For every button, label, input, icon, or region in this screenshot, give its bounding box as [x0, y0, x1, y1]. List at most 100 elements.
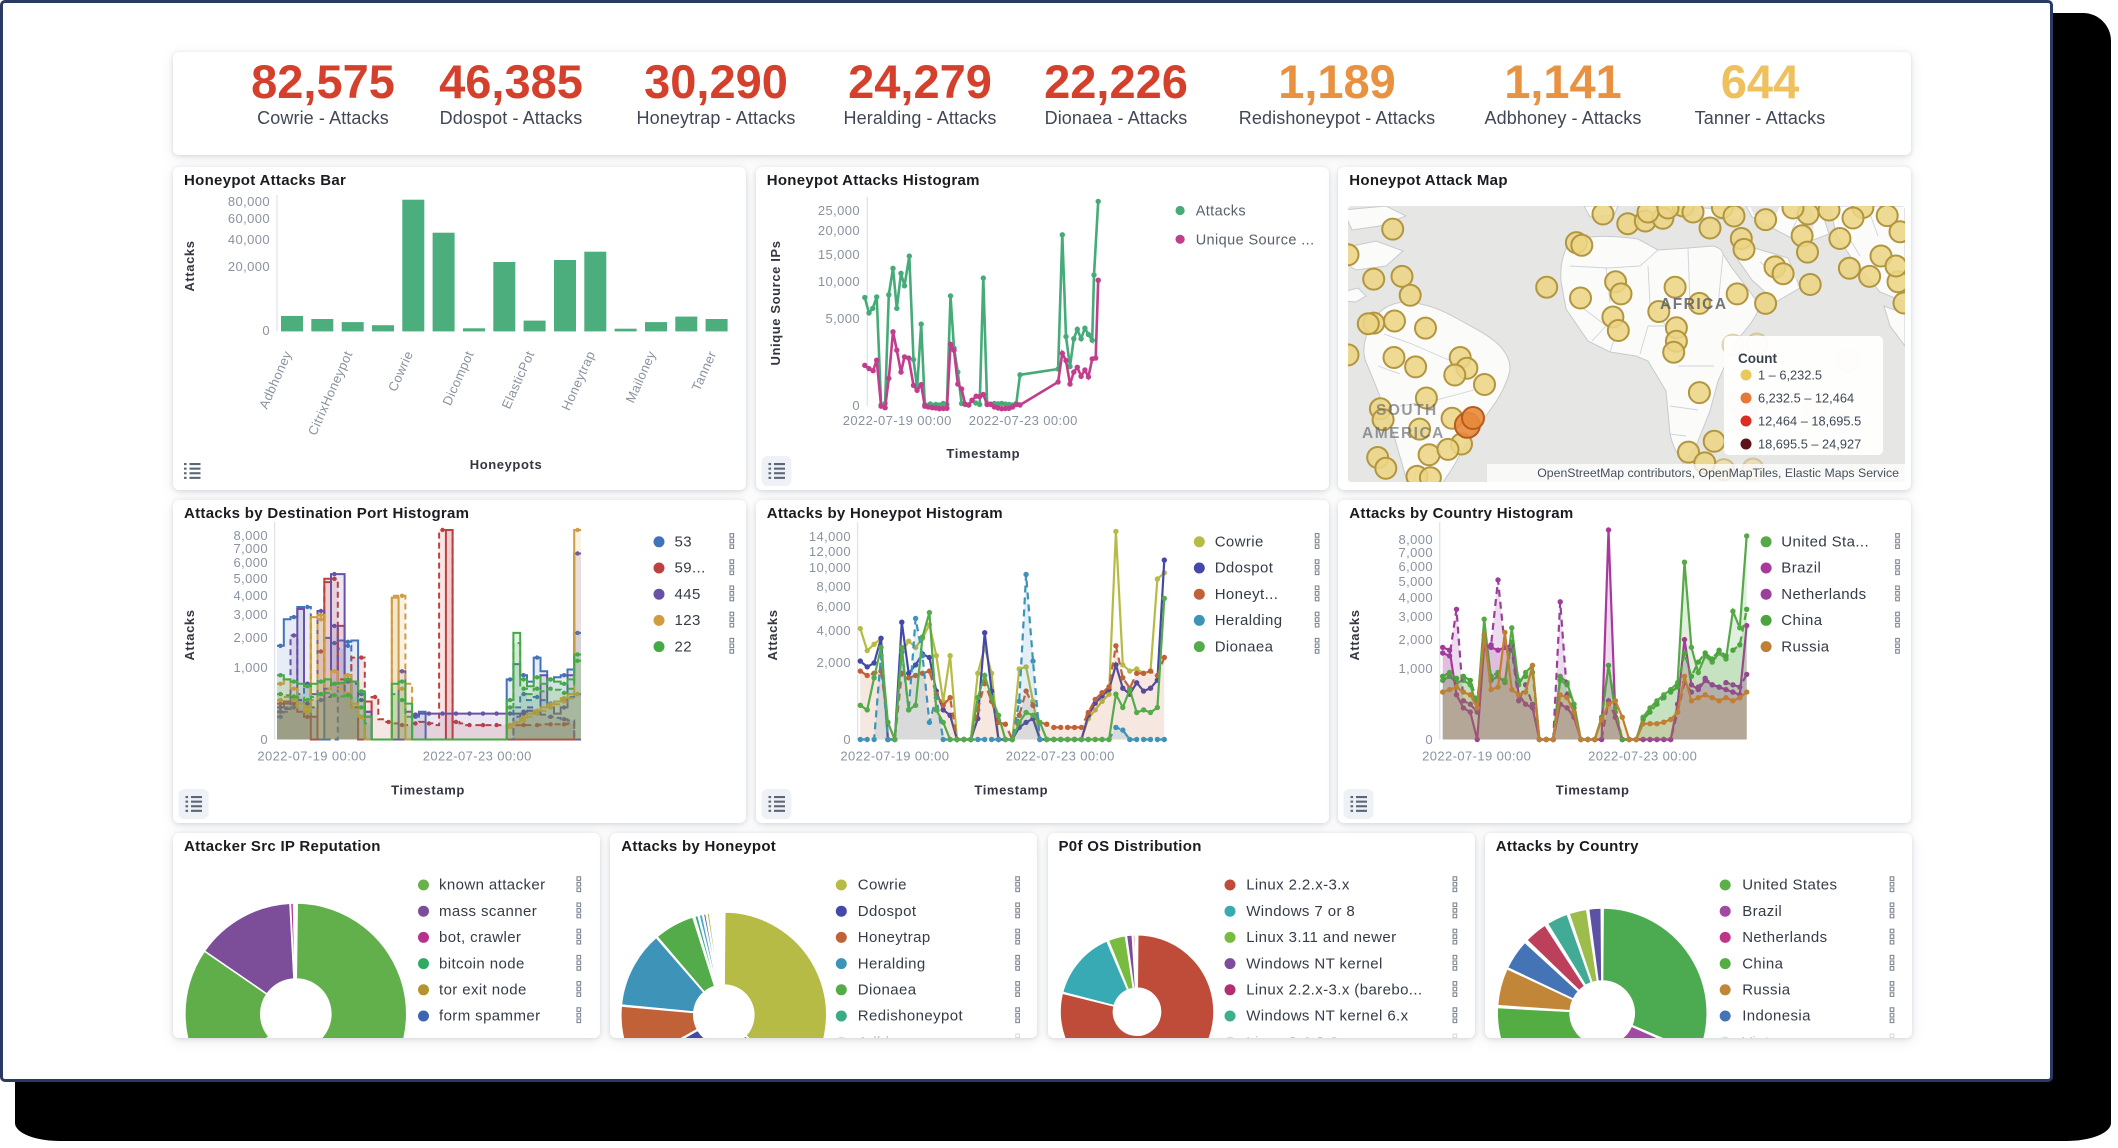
svg-text:Tanner: Tanner	[688, 348, 719, 393]
svg-text:6,000: 6,000	[1399, 559, 1434, 574]
svg-text:Netherlands: Netherlands	[1742, 929, 1827, 946]
svg-text:Attacks: Attacks	[182, 609, 197, 660]
svg-text:Attacks: Attacks	[182, 240, 197, 291]
svg-text:Unique Source IPs: Unique Source IPs	[768, 240, 783, 365]
svg-text:AMERICA: AMERICA	[1362, 425, 1445, 442]
svg-text:53: 53	[675, 534, 693, 551]
svg-text:8,000: 8,000	[233, 528, 268, 543]
svg-text:18,695.5 – 24,927: 18,695.5 – 24,927	[1758, 437, 1861, 452]
svg-text:Cowrie: Cowrie	[385, 349, 416, 394]
svg-text:Dicompot: Dicompot	[439, 349, 476, 408]
svg-text:bot, crawler: bot, crawler	[439, 929, 521, 946]
svg-text:Adbhoney: Adbhoney	[858, 1034, 929, 1038]
svg-text:1,000: 1,000	[233, 660, 268, 675]
svg-text:15,000: 15,000	[818, 247, 860, 262]
svg-text:10,000: 10,000	[809, 560, 851, 575]
svg-text:2022-07-19 00:00: 2022-07-19 00:00	[1422, 749, 1531, 764]
svg-text:445: 445	[675, 586, 701, 603]
svg-text:2022-07-23 00:00: 2022-07-23 00:00	[968, 413, 1077, 428]
svg-text:2,000: 2,000	[233, 630, 268, 645]
svg-text:Dionaea: Dionaea	[1214, 638, 1273, 655]
svg-text:OpenStreetMap contributors, Op: OpenStreetMap contributors, OpenMapTiles…	[1537, 466, 1899, 480]
svg-text:Honeytrap: Honeytrap	[858, 929, 931, 946]
svg-text:Indonesia: Indonesia	[1742, 1008, 1811, 1025]
svg-text:bitcoin node: bitcoin node	[439, 955, 525, 972]
svg-text:United States: United States	[1742, 877, 1837, 894]
svg-text:0: 0	[852, 398, 860, 413]
svg-text:Count: Count	[1738, 351, 1777, 366]
svg-text:Timestamp: Timestamp	[1556, 783, 1630, 798]
svg-text:Linux 2.4-2.6: Linux 2.4-2.6	[1246, 1034, 1338, 1038]
svg-text:7,000: 7,000	[1399, 545, 1434, 560]
svg-text:Heralding: Heralding	[858, 955, 926, 972]
svg-text:12,000: 12,000	[809, 544, 851, 559]
svg-text:2022-07-23 00:00: 2022-07-23 00:00	[1588, 749, 1697, 764]
svg-text:60,000: 60,000	[228, 211, 270, 226]
svg-text:Attacks: Attacks	[765, 609, 780, 660]
svg-text:2,000: 2,000	[1399, 632, 1434, 647]
svg-text:6,000: 6,000	[816, 599, 851, 614]
svg-text:5,000: 5,000	[825, 311, 860, 326]
svg-text:80,000: 80,000	[228, 194, 270, 209]
svg-text:Adbhoney: Adbhoney	[256, 348, 295, 411]
svg-text:Windows NT kernel: Windows NT kernel	[1246, 955, 1383, 972]
svg-text:Mailoney: Mailoney	[623, 348, 659, 405]
svg-text:Linux 2.2.x-3.x: Linux 2.2.x-3.x	[1246, 877, 1350, 894]
svg-text:2022-07-23 00:00: 2022-07-23 00:00	[1005, 749, 1114, 764]
svg-text:5,000: 5,000	[1399, 574, 1434, 589]
svg-text:form spammer: form spammer	[439, 1008, 540, 1025]
svg-text:25,000: 25,000	[818, 203, 860, 218]
svg-text:SOUTH: SOUTH	[1376, 402, 1438, 419]
svg-text:6,232.5 – 12,464: 6,232.5 – 12,464	[1758, 391, 1854, 406]
svg-text:8,000: 8,000	[1399, 532, 1434, 547]
svg-text:Windows NT kernel 6.x: Windows NT kernel 6.x	[1246, 1008, 1408, 1025]
svg-text:Honeyt...: Honeyt...	[1214, 586, 1278, 603]
svg-text:1 – 6,232.5: 1 – 6,232.5	[1758, 368, 1822, 383]
svg-text:ElasticPot: ElasticPot	[498, 349, 537, 412]
svg-text:Timestamp: Timestamp	[974, 783, 1048, 798]
svg-text:59...: 59...	[675, 560, 706, 577]
svg-text:0: 0	[1426, 732, 1434, 747]
svg-text:China: China	[1742, 955, 1783, 972]
svg-text:Netherlands: Netherlands	[1782, 586, 1867, 603]
svg-text:2,000: 2,000	[816, 655, 851, 670]
svg-text:2022-07-19 00:00: 2022-07-19 00:00	[257, 749, 366, 764]
svg-text:12,464 – 18,695.5: 12,464 – 18,695.5	[1758, 414, 1861, 429]
svg-text:Brazil: Brazil	[1742, 903, 1782, 920]
svg-text:123: 123	[675, 612, 701, 629]
svg-text:Heralding: Heralding	[1214, 612, 1282, 629]
svg-text:Redishoneypot: Redishoneypot	[858, 1008, 964, 1025]
svg-text:22: 22	[675, 638, 693, 655]
svg-text:14,000: 14,000	[809, 529, 851, 544]
svg-text:Linux 3.11 and newer: Linux 3.11 and newer	[1246, 929, 1396, 946]
svg-text:Timestamp: Timestamp	[391, 783, 465, 798]
svg-text:Ddospot: Ddospot	[858, 903, 917, 920]
svg-text:Cowrie: Cowrie	[858, 877, 907, 894]
svg-text:AFRICA: AFRICA	[1660, 296, 1728, 313]
svg-text:mass scanner: mass scanner	[439, 903, 537, 920]
svg-text:Russia: Russia	[1782, 638, 1831, 655]
svg-text:Unique Source ...: Unique Source ...	[1195, 232, 1314, 248]
svg-text:Attacks: Attacks	[1347, 609, 1362, 660]
svg-text:6,000: 6,000	[233, 555, 268, 570]
svg-text:10,000: 10,000	[818, 274, 860, 289]
svg-text:4,000: 4,000	[233, 588, 268, 603]
svg-text:0: 0	[843, 732, 851, 747]
svg-text:Brazil: Brazil	[1782, 560, 1822, 577]
svg-text:1,000: 1,000	[1399, 661, 1434, 676]
svg-text:Windows 7 or 8: Windows 7 or 8	[1246, 903, 1355, 920]
svg-text:tor exit node: tor exit node	[439, 982, 527, 999]
svg-text:China: China	[1782, 612, 1823, 629]
svg-text:Vietnam: Vietnam	[1742, 1034, 1800, 1038]
svg-text:Honeypots: Honeypots	[470, 457, 543, 472]
svg-text:4,000: 4,000	[816, 623, 851, 638]
svg-text:0: 0	[260, 732, 268, 747]
svg-text:7,000: 7,000	[233, 541, 268, 556]
svg-text:Timestamp: Timestamp	[946, 446, 1020, 461]
svg-text:Attacks: Attacks	[1195, 204, 1245, 220]
svg-text:3,000: 3,000	[233, 607, 268, 622]
svg-text:0: 0	[262, 323, 270, 338]
svg-text:Honeytrap: Honeytrap	[558, 349, 598, 413]
svg-text:3,000: 3,000	[1399, 609, 1434, 624]
svg-text:2022-07-23 00:00: 2022-07-23 00:00	[423, 749, 532, 764]
